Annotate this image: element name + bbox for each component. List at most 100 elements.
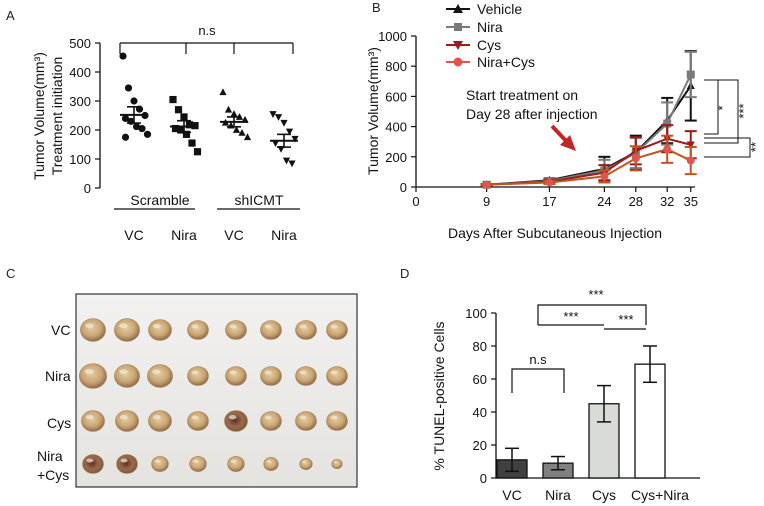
a-ns-bracket [119,42,294,54]
tumor-highlight-0-2 [152,323,161,329]
tumor-highlight-3-5 [266,460,272,463]
legend-nira: Nira [477,19,503,35]
tumor-highlight-2-4 [228,414,237,420]
a-point-1-2 [180,113,188,121]
a-point-3-7 [282,157,291,165]
tumor-highlight-2-6 [299,415,307,420]
a-point-0-7 [132,122,141,131]
a-point-0-8 [138,124,146,133]
tumor-photo [79,318,348,474]
tumor-2-6 [295,411,317,431]
tumor-1-7 [326,366,348,386]
tumor-highlight-0-3 [191,324,199,329]
c-row-label-nira: Nira [45,368,71,384]
b-point-3-1 [545,178,554,187]
b-annotation-1: Start treatment on [466,87,578,103]
d-y-tick-label-0: 0 [480,471,487,486]
a-point-2-1 [224,105,233,113]
tumor-3-1 [116,454,138,474]
tumor-2-2 [148,410,172,432]
legend-vehicle-marker [453,4,463,13]
tumor-highlight-0-5 [264,324,272,329]
d-y-ticks: 0 20 40 60 80 100 [465,306,496,486]
legend-vehicle: Vehicle [477,1,522,17]
legend-cys-marker [453,41,463,50]
b-sig-bracket-2 [704,79,739,144]
tumor-highlight-1-1 [119,369,128,375]
b-point-3-0 [482,180,491,189]
tumor-highlight-3-3 [192,459,199,463]
panel-label-d: D [400,266,409,281]
b-ticks: 0 200 400 600 800 1000 0 9 17 24 28 32 35 [378,29,698,209]
a-point-0-0 [119,52,127,60]
a-point-1-6 [177,126,185,134]
b-annotation-2: Day 28 after injection [466,106,598,122]
b-x-tick-label-2: 17 [542,194,556,209]
tumor-3-3 [189,456,207,472]
a-point-1-3 [185,121,194,129]
a-point-1-1 [174,106,183,114]
a-point-3-2 [280,119,288,127]
a-point-3-8 [288,160,296,168]
a-point-2-0 [219,88,227,96]
d-y-tick-label-5: 100 [465,306,487,321]
b-sig-2: *** [736,103,751,118]
tumor-0-5 [260,320,282,340]
b-point-3-4 [663,145,672,154]
d-bar-3 [634,363,666,479]
tumor-3-0 [82,454,104,474]
a-point-3-4 [291,135,299,143]
tumor-highlight-0-6 [299,324,307,329]
tumor-highlight-2-7 [330,415,338,420]
a-y-tick-label-5: 500 [69,36,91,51]
tumor-2-1 [115,410,139,432]
tumor-highlight-3-7 [333,461,338,464]
a-group-shicmt: shICMT [235,192,284,208]
tumor-1-5 [260,366,282,386]
tumor-0-4 [225,320,247,340]
tumor-2-7 [326,411,348,431]
tumor-1-4 [225,366,247,386]
b-point-1-4 [663,119,672,128]
a-point-1-9 [193,148,202,156]
b-y-label: Tumor Volume(mm³) [365,47,381,175]
b-point-3-5 [686,156,695,165]
a-point-2-9 [243,133,252,141]
tumor-1-3 [187,366,209,386]
tumor-3-4 [227,456,245,472]
b-x-tick-label-5: 32 [660,194,674,209]
b-y-tick-label-5: 1000 [378,29,407,44]
tumor-highlight-1-7 [330,370,338,375]
panel-label-a: A [6,8,15,23]
d-bracket-1 [537,304,647,325]
a-y-tick-label-3: 300 [69,94,91,109]
d-y-label: % TUNEL-positive Cells [431,321,447,470]
a-point-3-0 [269,111,277,119]
a-ns-label: n.s [198,23,216,38]
a-group-scramble: Scramble [130,192,189,208]
tumor-highlight-3-1 [120,458,128,463]
panel-a: 0 100 200 300 400 500 Tumor Volume(mm³) Treat… [31,23,300,243]
d-y-tick-label-2: 40 [473,405,487,420]
a-cat-3: Nira [271,227,297,243]
a-point-1-5 [171,124,180,133]
b-point-3-2 [600,172,609,181]
tumor-1-1 [114,364,140,388]
tumor-highlight-0-0 [85,323,94,329]
tumor-3-7 [331,458,343,470]
tumor-highlight-2-3 [191,415,199,420]
legend-cys: Cys [477,37,501,53]
tumor-highlight-2-0 [85,414,94,420]
legend-niracys: Nira+Cys [477,54,535,70]
a-point-3-1 [274,114,283,121]
b-y-tick-label-4: 800 [385,59,407,74]
a-point-0-2 [130,97,138,105]
c-row-label-vc: VC [51,322,70,338]
b-arrow-head [560,135,576,151]
d-bracket-ns [511,368,565,393]
panel-c: VC Nira Cys Nira +Cys [37,293,358,488]
tumor-0-1 [114,318,140,342]
tumor-3-6 [299,457,313,470]
a-point-0-9 [143,130,152,138]
